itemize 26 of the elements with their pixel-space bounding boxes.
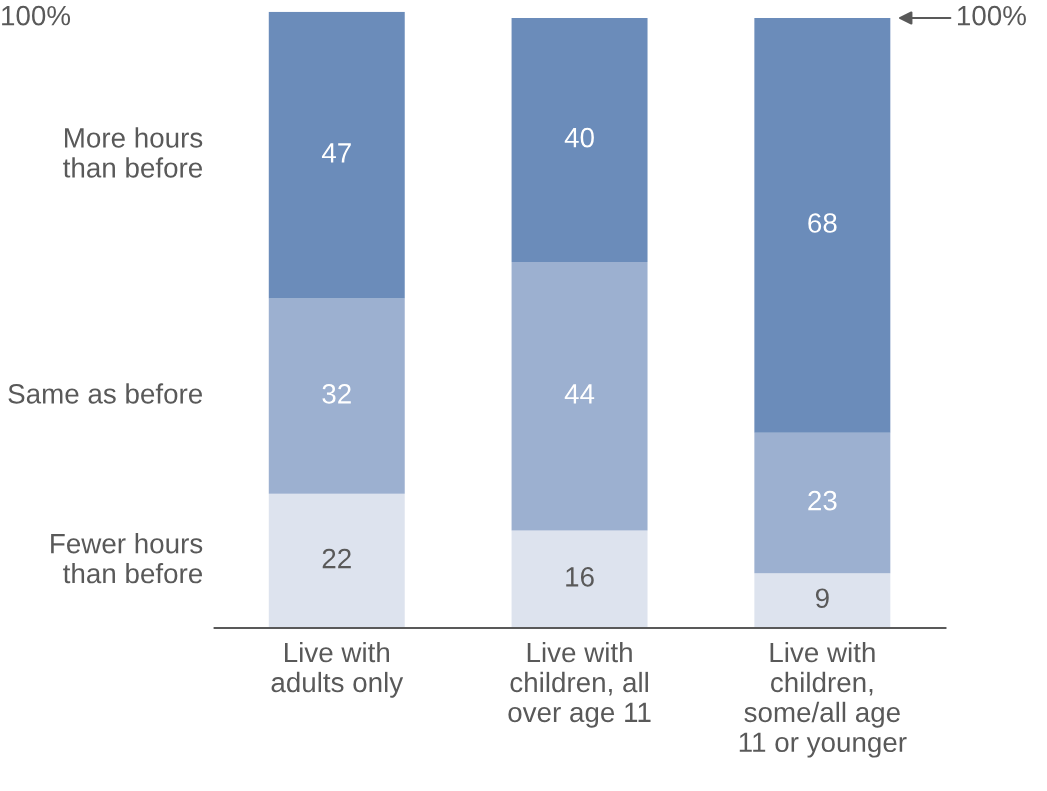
text: Fewer hours than before [51, 533, 203, 584]
data-label: 16 [566, 567, 594, 587]
text: 100% [958, 5, 1026, 26]
bar [511, 262, 648, 531]
x-tick-label: Live with children, some/all age 11 or younger [739, 641, 907, 758]
bar [268, 493, 405, 629]
data-label: 9 [815, 588, 829, 609]
data-label: 44 [564, 384, 595, 404]
x-tick-label: Live with adults only [271, 641, 404, 698]
bar [268, 298, 405, 494]
text: 100% [2, 5, 71, 26]
bar [511, 530, 648, 629]
bar [268, 11, 405, 299]
text: More hours than before [63, 127, 203, 178]
bar [754, 432, 891, 574]
data-label: 68 [808, 213, 837, 233]
bar [754, 573, 891, 629]
bar [511, 17, 648, 262]
x-tick-label: Live with children, all over age 11 [508, 641, 651, 728]
data-label: 22 [322, 548, 351, 569]
data-label: 47 [321, 143, 351, 163]
data-label: 23 [808, 490, 837, 511]
data-label: 32 [322, 384, 351, 404]
data-label: 40 [564, 127, 594, 148]
bar [754, 17, 891, 433]
text: Same as before [8, 383, 202, 404]
